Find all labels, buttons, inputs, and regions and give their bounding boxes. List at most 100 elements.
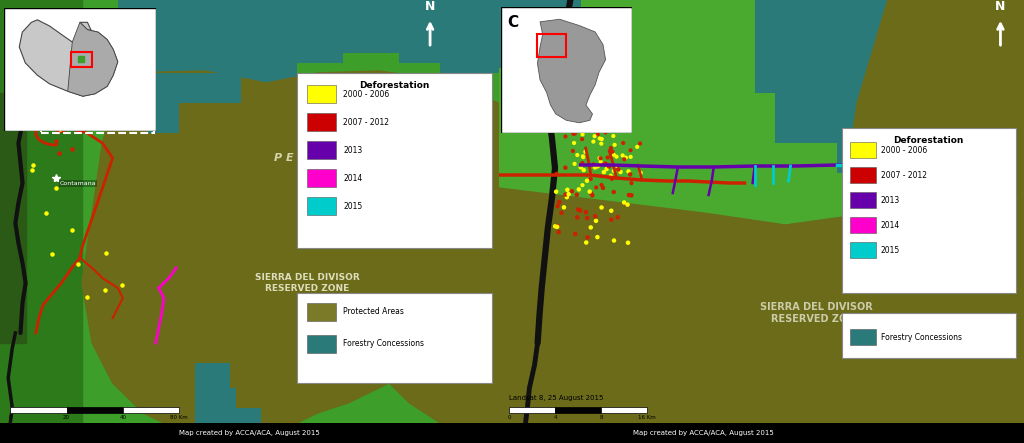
Point bbox=[551, 229, 567, 236]
Bar bbox=[307, 113, 336, 131]
Bar bbox=[297, 293, 492, 383]
Point bbox=[563, 124, 580, 132]
Point bbox=[565, 130, 582, 137]
Point bbox=[594, 136, 610, 143]
Bar bbox=[307, 85, 336, 103]
Point bbox=[593, 204, 609, 211]
Point bbox=[616, 156, 633, 163]
Bar bbox=[71, 52, 92, 66]
Point bbox=[580, 117, 596, 124]
Point bbox=[608, 163, 625, 170]
Point bbox=[597, 70, 613, 78]
Text: 0: 0 bbox=[8, 415, 12, 420]
Point bbox=[583, 224, 599, 231]
Polygon shape bbox=[0, 0, 82, 443]
Point bbox=[25, 162, 41, 169]
Text: 2014: 2014 bbox=[881, 221, 900, 229]
Point bbox=[608, 82, 625, 89]
Text: P E R U: P E R U bbox=[274, 153, 319, 163]
Bar bbox=[195, 363, 230, 388]
Point bbox=[603, 207, 620, 214]
Point bbox=[592, 124, 608, 132]
Text: 2015: 2015 bbox=[881, 245, 900, 254]
Bar bbox=[850, 167, 876, 183]
Polygon shape bbox=[68, 22, 118, 96]
Point bbox=[583, 171, 599, 178]
Point bbox=[617, 154, 634, 161]
Text: SIERRA DEL DIVISOR
RESERVED ZONE: SIERRA DEL DIVISOR RESERVED ZONE bbox=[255, 273, 359, 293]
Point bbox=[79, 294, 95, 301]
Bar bbox=[850, 329, 876, 345]
Point bbox=[600, 119, 616, 126]
Text: 2014: 2014 bbox=[343, 174, 362, 183]
Bar bbox=[307, 141, 336, 159]
Bar bbox=[850, 142, 876, 158]
Point bbox=[564, 188, 581, 195]
Polygon shape bbox=[538, 19, 605, 123]
Point bbox=[629, 144, 645, 151]
Point bbox=[582, 92, 598, 99]
Point bbox=[47, 184, 63, 191]
Text: 40: 40 bbox=[120, 415, 126, 420]
Bar bbox=[601, 407, 647, 413]
Point bbox=[605, 151, 622, 158]
Point bbox=[564, 148, 581, 155]
Bar bbox=[850, 192, 876, 208]
Point bbox=[50, 149, 67, 156]
Point bbox=[549, 171, 565, 178]
Bar bbox=[133, 73, 195, 98]
Text: Map created by ACCA/ACA, August 2015: Map created by ACCA/ACA, August 2015 bbox=[179, 430, 319, 436]
Text: 0: 0 bbox=[507, 415, 511, 420]
Point bbox=[560, 99, 577, 106]
Point bbox=[574, 153, 591, 160]
Text: Deforestation: Deforestation bbox=[894, 136, 964, 145]
Point bbox=[591, 155, 607, 162]
Point bbox=[559, 118, 575, 125]
Polygon shape bbox=[19, 20, 118, 96]
Point bbox=[570, 186, 587, 193]
Point bbox=[582, 108, 598, 115]
Point bbox=[557, 133, 573, 140]
Point bbox=[547, 223, 563, 230]
Point bbox=[565, 124, 582, 131]
Text: C: C bbox=[43, 61, 51, 71]
Text: Map created by ACCA/ACA, August 2015: Map created by ACCA/ACA, August 2015 bbox=[633, 430, 774, 436]
Point bbox=[587, 163, 603, 171]
Text: Contamana: Contamana bbox=[59, 181, 96, 186]
Point bbox=[623, 153, 639, 160]
Bar bbox=[898, 133, 965, 188]
Point bbox=[553, 209, 569, 216]
Bar bbox=[842, 128, 1016, 293]
Bar bbox=[195, 388, 236, 443]
Point bbox=[620, 201, 636, 208]
Bar bbox=[246, 73, 297, 88]
Point bbox=[633, 169, 649, 176]
Point bbox=[580, 234, 596, 241]
Point bbox=[556, 68, 572, 75]
Point bbox=[587, 86, 603, 93]
Bar bbox=[297, 0, 343, 30]
Point bbox=[38, 210, 54, 217]
Point bbox=[603, 216, 620, 223]
Bar bbox=[499, 423, 1024, 443]
Point bbox=[567, 230, 584, 237]
Point bbox=[606, 141, 623, 148]
Point bbox=[610, 123, 627, 130]
Point bbox=[545, 103, 561, 110]
Point bbox=[577, 118, 593, 125]
Text: Forestry Concessions: Forestry Concessions bbox=[881, 333, 962, 342]
Point bbox=[588, 217, 604, 224]
Point bbox=[578, 239, 594, 246]
Text: C: C bbox=[507, 16, 518, 31]
Bar bbox=[555, 407, 601, 413]
Text: A: A bbox=[900, 129, 908, 139]
Point bbox=[601, 113, 617, 120]
Point bbox=[593, 182, 609, 189]
Bar bbox=[195, 0, 246, 73]
Bar bbox=[10, 407, 67, 413]
Text: N: N bbox=[425, 0, 435, 13]
Point bbox=[571, 88, 588, 95]
Point bbox=[603, 144, 620, 152]
Point bbox=[579, 78, 595, 85]
Point bbox=[616, 199, 633, 206]
